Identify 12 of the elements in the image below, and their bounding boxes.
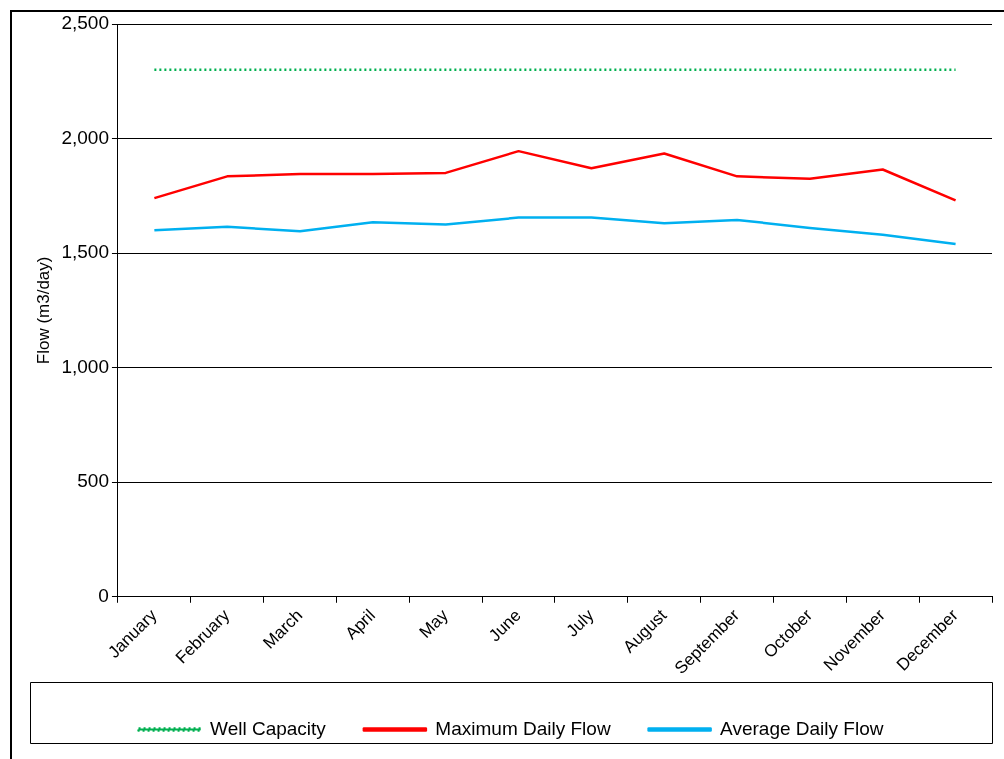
y-axis-title: Flow (m3/day) (33, 256, 53, 365)
legend-label: Average Daily Flow (720, 717, 884, 739)
y-tick-label: 500 (77, 470, 109, 492)
legend-label: Well Capacity (210, 717, 327, 739)
x-tick-label: May (415, 605, 453, 642)
y-tick-label: 1,500 (61, 241, 109, 263)
x-tick-label: July (562, 605, 598, 641)
y-tick-label: 0 (98, 585, 109, 607)
legend-label: Maximum Daily Flow (435, 717, 611, 739)
y-tick-label: 2,000 (61, 126, 109, 148)
y-tick-label: 2,500 (61, 12, 109, 34)
y-tick-label: 1,000 (61, 355, 109, 377)
